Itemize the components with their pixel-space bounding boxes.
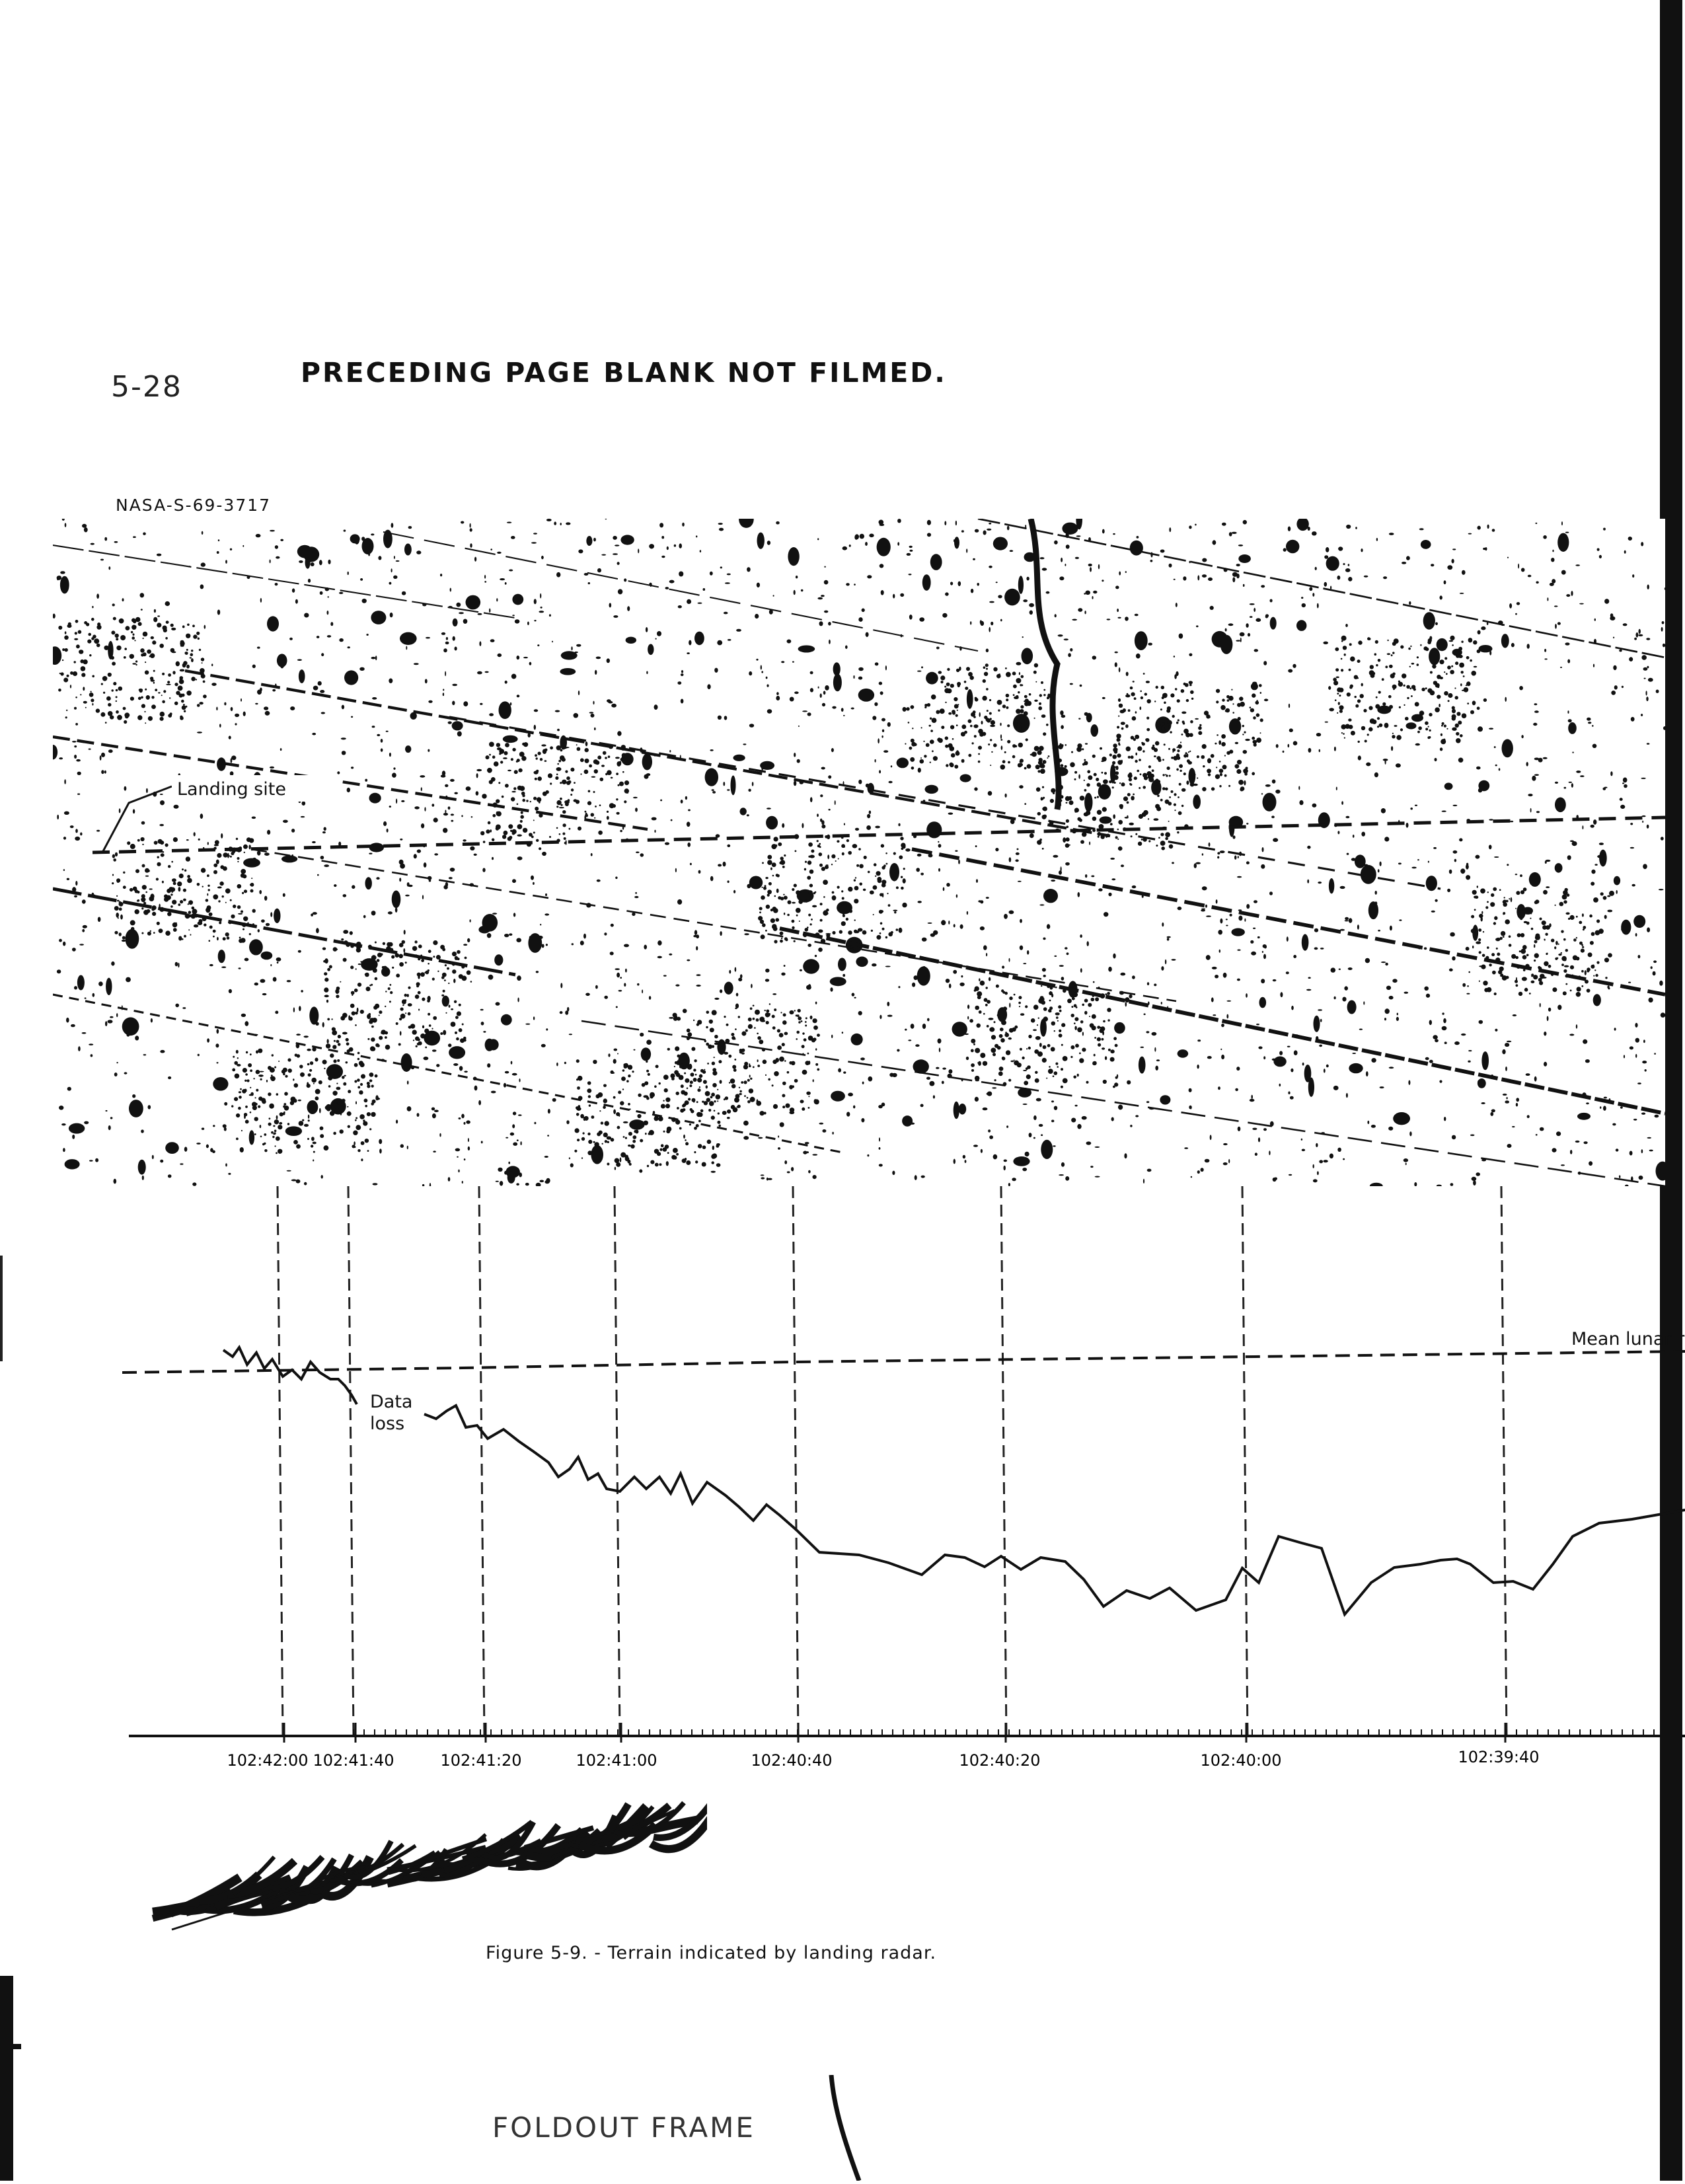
figure-caption: Figure 5-9. - Terrain indicated by landi…: [486, 1943, 936, 1963]
tick-label: 102:40:40: [751, 1751, 832, 1770]
lunar-surface-photo: Landing site: [53, 519, 1665, 1186]
ink-scribble: [126, 1797, 707, 1936]
axis-tick-labels: 102:42:00 102:41:40 102:41:20 102:41:00 …: [227, 1748, 1539, 1770]
data-loss-label-line1: Data: [370, 1392, 412, 1412]
tick-label: 102:40:00: [1200, 1751, 1281, 1770]
tick-label: 102:42:00: [227, 1751, 308, 1770]
mean-lunar-label: Mean lunar r: [1571, 1329, 1685, 1349]
tick-label: 102:40:20: [959, 1751, 1040, 1770]
preceding-page-notice: PRECEDING PAGE BLANK NOT FILMED.: [301, 357, 947, 389]
terrain-profile-segment-2: [424, 1406, 1685, 1614]
photo-id: NASA-S-69-3717: [116, 496, 271, 515]
pen-stroke: [826, 2075, 866, 2181]
terrain-profile-segment-1: [223, 1347, 357, 1404]
data-loss-label-line2: loss: [370, 1413, 404, 1434]
time-projection-lines: [278, 1186, 1507, 1736]
mean-lunar-radius-line: [122, 1351, 1685, 1373]
tick-label: 102:41:40: [313, 1751, 394, 1770]
tick-label: 102:41:20: [440, 1751, 521, 1770]
radar-terrain-chart: Mean lunar r Data loss 102:42:00 102:41:…: [0, 1186, 1685, 1781]
foldout-frame-label: FOLDOUT FRAME: [492, 2111, 755, 2144]
scan-edge-left: [0, 1976, 19, 2181]
axis-major-ticks: [284, 1723, 1505, 1743]
page-number: 5-28: [111, 370, 182, 404]
tick-label: 102:39:40: [1458, 1748, 1539, 1766]
tick-label: 102:41:00: [576, 1751, 657, 1770]
scan-mark: [9, 2042, 21, 2049]
landing-site-label: Landing site: [177, 779, 286, 800]
